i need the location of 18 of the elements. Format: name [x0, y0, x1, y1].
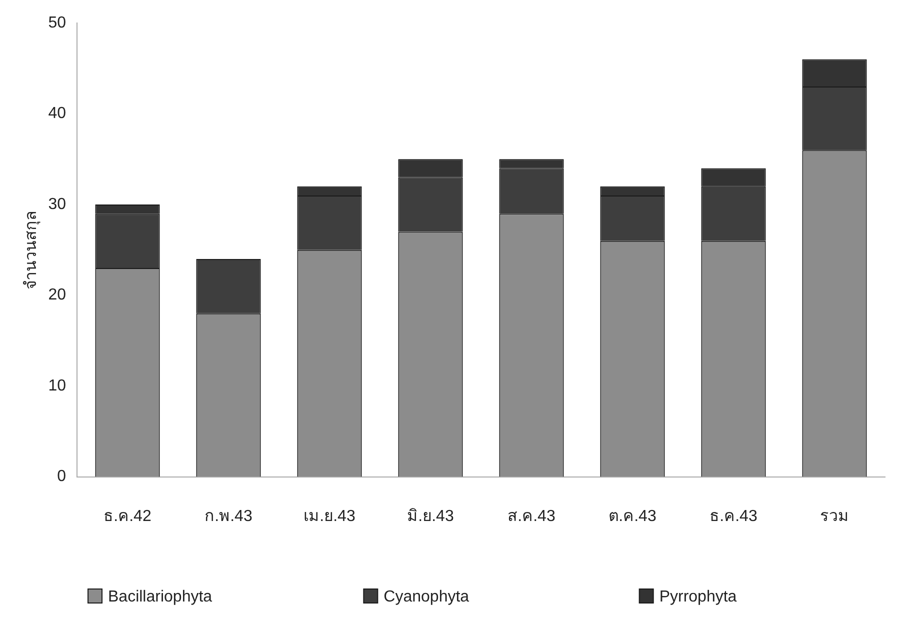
x-tick-label: ก.พ.43: [204, 508, 252, 525]
x-tick-label: ธ.ค.42: [104, 508, 152, 525]
x-tick-label: รวม: [820, 508, 849, 525]
y-tick-label: 50: [48, 14, 66, 32]
y-axis-title: จำนวนสกุล: [23, 210, 42, 290]
x-tick-label: ธ.ค.43: [710, 508, 758, 525]
x-tick-label: เม.ย.43: [304, 508, 356, 525]
x-tick-label: มิ.ย.43: [407, 508, 454, 525]
y-tick-label: 0: [57, 468, 66, 486]
y-tick-label: 10: [48, 377, 66, 394]
legend-label: Bacillariophyta: [108, 588, 212, 606]
y-tick-label: 40: [48, 105, 66, 122]
x-tick-label: ส.ค.43: [508, 508, 556, 525]
y-tick-label: 30: [48, 196, 66, 213]
legend-label: Cyanophyta: [384, 588, 470, 606]
legend-label: Pyrrophyta: [659, 588, 737, 606]
y-tick-label: 20: [48, 286, 66, 304]
x-tick-label: ต.ค.43: [608, 508, 656, 525]
